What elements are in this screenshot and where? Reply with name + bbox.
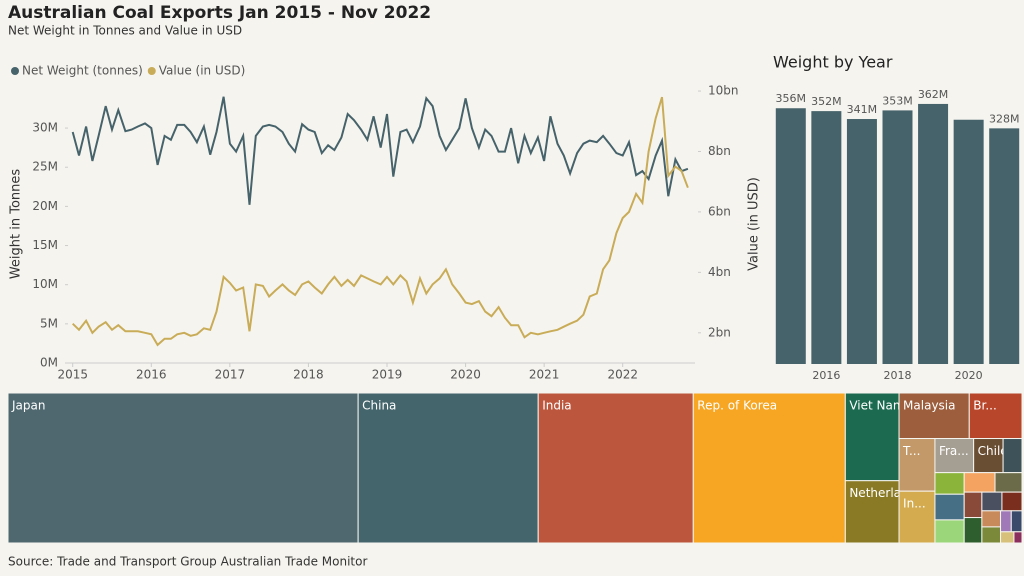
legend-swatch xyxy=(147,67,156,75)
tile xyxy=(1000,510,1012,533)
bar xyxy=(882,110,913,364)
value-label: 362M xyxy=(918,88,949,101)
x-tick-label: 2016 xyxy=(812,369,840,382)
tile xyxy=(963,491,983,519)
y2-tick-label: 6bn xyxy=(708,204,731,218)
value-label: 352M xyxy=(811,95,842,108)
y-tick-label: 20M xyxy=(32,199,58,213)
bar xyxy=(989,128,1020,364)
x-tick-label: 2020 xyxy=(450,368,481,382)
value-label: 328M xyxy=(989,112,1020,125)
x-tick-label: 2020 xyxy=(955,369,983,382)
value-label: 341M xyxy=(847,103,878,116)
tile-label: Viet Nam xyxy=(849,399,904,413)
tile xyxy=(1010,510,1023,533)
tile xyxy=(1000,531,1015,544)
x-tick-label: 2019 xyxy=(372,368,403,382)
tile xyxy=(981,510,1002,528)
tile-label: Malaysia xyxy=(903,399,955,413)
tile xyxy=(1001,491,1023,512)
series-line xyxy=(71,96,689,205)
value-label: 353M xyxy=(882,94,913,107)
tile-label: Japan xyxy=(11,399,45,413)
y2-tick-label: 2bn xyxy=(708,325,731,339)
tile xyxy=(994,472,1023,493)
tile xyxy=(1002,438,1023,474)
x-tick-label: 2018 xyxy=(884,369,912,382)
y-tick-label: 0M xyxy=(40,356,58,370)
y2-tick-label: 10bn xyxy=(708,84,739,98)
tile xyxy=(898,490,936,544)
legend-label: Net Weight (tonnes) xyxy=(22,64,143,78)
bar xyxy=(775,108,806,365)
legend-swatch xyxy=(11,67,19,75)
legend-label: Value (in USD) xyxy=(159,64,246,78)
y-tick-label: 25M xyxy=(32,160,58,174)
x-tick-label: 2022 xyxy=(607,368,638,382)
y-tick-label: 10M xyxy=(32,277,58,291)
x-tick-label: 2016 xyxy=(136,368,167,382)
tile xyxy=(934,472,965,495)
tile xyxy=(981,491,1003,512)
tile xyxy=(963,472,996,493)
tile xyxy=(1013,531,1023,544)
value-label: 356M xyxy=(776,92,807,105)
tile-label: T... xyxy=(902,444,920,458)
tile xyxy=(973,438,1004,474)
source: Source: Trade and Transport Group Austra… xyxy=(8,555,367,569)
tile-label: India xyxy=(542,399,571,413)
tile xyxy=(692,392,846,544)
title: Australian Coal Exports Jan 2015 - Nov 2… xyxy=(8,3,431,23)
tile-label: Rep. of Korea xyxy=(697,399,777,413)
y2-tick-label: 8bn xyxy=(708,144,731,158)
tile-label: China xyxy=(362,399,396,413)
tile xyxy=(357,392,539,544)
tile xyxy=(934,519,965,544)
y-tick-label: 15M xyxy=(32,238,58,252)
bar xyxy=(811,111,842,365)
tile-label: Netherla... xyxy=(849,486,912,500)
tile xyxy=(898,438,936,492)
y2-tick-label: 4bn xyxy=(708,265,731,279)
x-tick-label: 2015 xyxy=(57,368,88,382)
tile-label: Br... xyxy=(973,399,997,413)
subtitle: Net Weight in Tonnes and Value in USD xyxy=(8,24,242,38)
tile xyxy=(968,392,1023,440)
tile-label: In... xyxy=(903,497,926,511)
series-line xyxy=(72,96,689,347)
tile xyxy=(963,517,983,544)
tile-label: Chile xyxy=(978,444,1008,458)
tile xyxy=(981,526,1002,544)
bar xyxy=(953,119,984,364)
tile xyxy=(537,392,694,544)
x-tick-label: 2021 xyxy=(529,368,560,382)
y-axis-label: Weight in Tonnes xyxy=(9,169,24,280)
chart-title: Weight by Year xyxy=(773,53,893,72)
tile-label: Fra... xyxy=(939,444,969,458)
tile xyxy=(934,493,965,521)
y-tick-label: 30M xyxy=(32,121,58,135)
y2-axis-label: Value (in USD) xyxy=(747,177,762,271)
y-tick-label: 5M xyxy=(40,316,58,330)
bar xyxy=(846,119,877,364)
x-tick-label: 2018 xyxy=(293,368,324,382)
x-tick-label: 2017 xyxy=(215,368,246,382)
bar xyxy=(918,103,949,364)
tile xyxy=(7,392,359,544)
